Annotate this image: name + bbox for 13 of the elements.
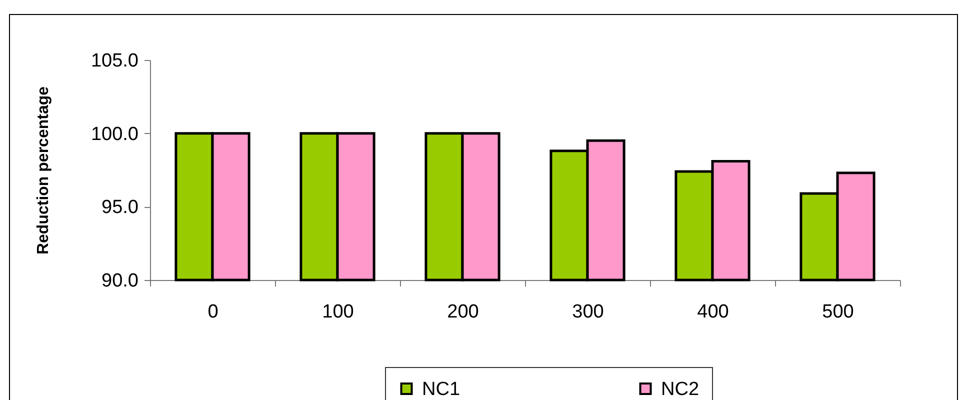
legend-label: NC1 [422,378,460,400]
x-tick-label: 500 [822,302,854,322]
legend-label: NC2 [661,378,700,400]
x-tick-label: 200 [447,302,479,322]
y-tick-label: 105.0 [90,50,138,72]
x-tick-label: 400 [697,302,729,322]
y-tick-label: 90.0 [102,270,138,292]
x-tick-label: 300 [572,302,604,322]
x-tick-label: 0 [208,302,218,322]
y-axis-title: Reduction percentage [34,86,52,255]
y-tick-label: 95.0 [102,197,138,218]
y-tick-label: 100.0 [90,124,138,145]
x-tick-label: 100 [322,302,354,322]
